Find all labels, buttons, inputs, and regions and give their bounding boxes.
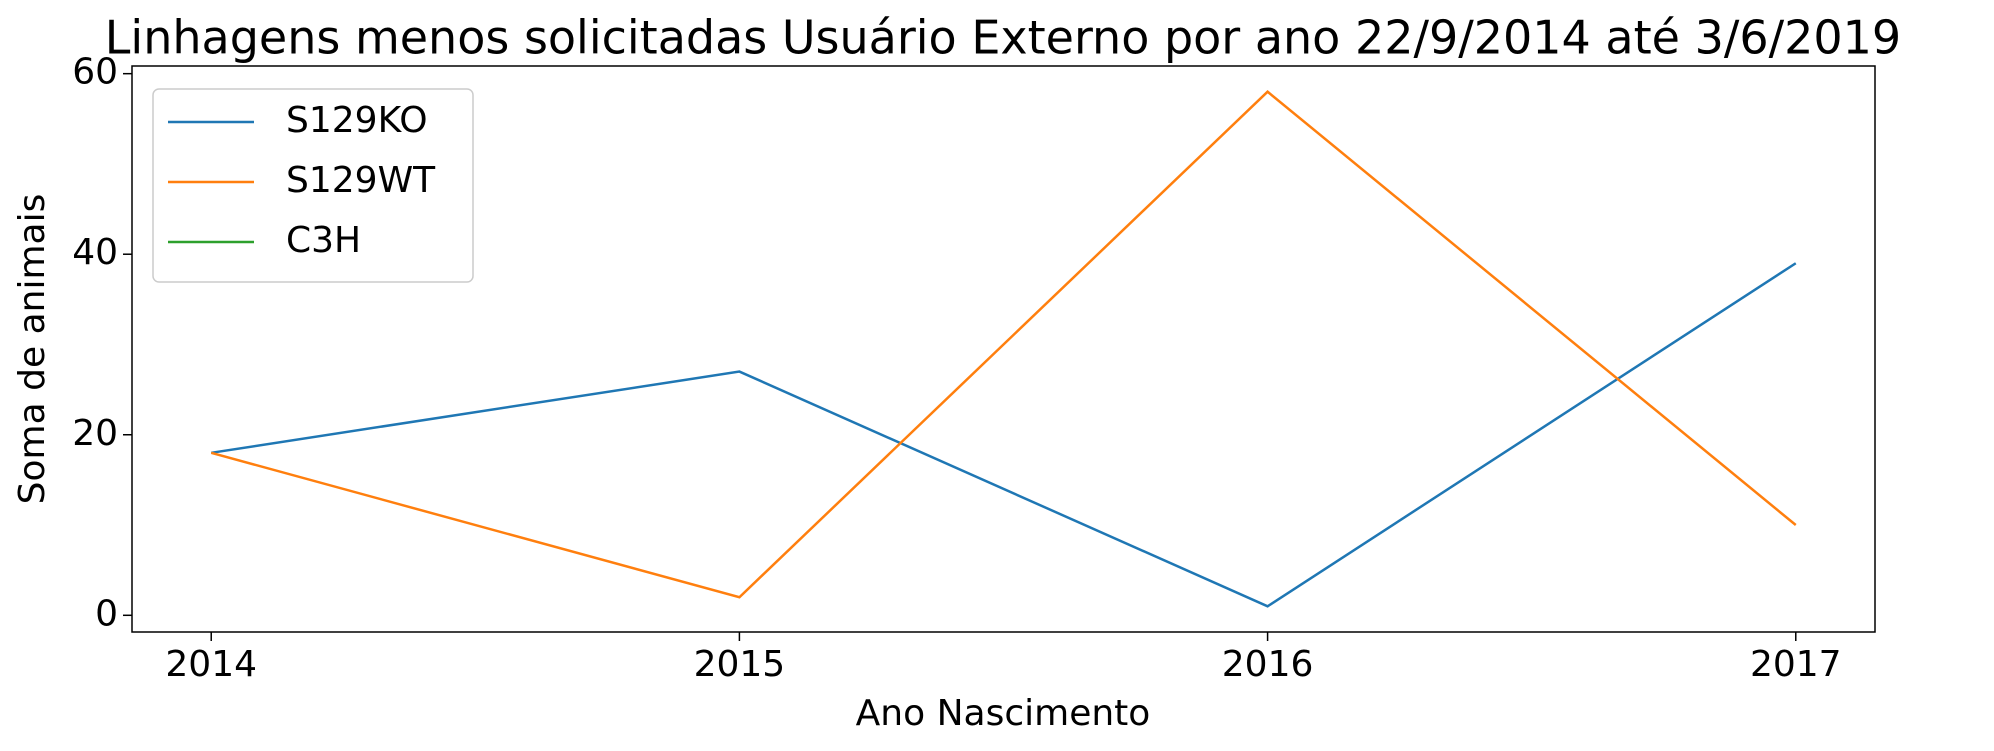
series-line bbox=[211, 262, 1797, 608]
x-tick-label: 2017 bbox=[1750, 644, 1842, 685]
x-tick-label: 2015 bbox=[694, 644, 786, 685]
x-axis-label: Ano Nascimento bbox=[856, 693, 1151, 734]
y-tick-label: 60 bbox=[72, 52, 118, 93]
y-tick-label: 0 bbox=[95, 593, 118, 634]
legend-label: S129KO bbox=[286, 100, 428, 141]
chart-title: Linhagens menos solicitadas Usuário Exte… bbox=[105, 11, 1901, 65]
x-tick-label: 2016 bbox=[1222, 644, 1314, 685]
y-axis-label: Soma de animais bbox=[12, 194, 53, 505]
legend-label: C3H bbox=[286, 220, 361, 261]
legend-box bbox=[152, 88, 474, 283]
plot-frame bbox=[131, 65, 1876, 633]
x-tick-label: 2014 bbox=[165, 644, 257, 685]
y-tick-label: 20 bbox=[72, 413, 118, 454]
y-tick-label: 40 bbox=[72, 232, 118, 273]
series-line bbox=[210, 90, 1797, 599]
legend-label: S129WT bbox=[286, 160, 436, 201]
